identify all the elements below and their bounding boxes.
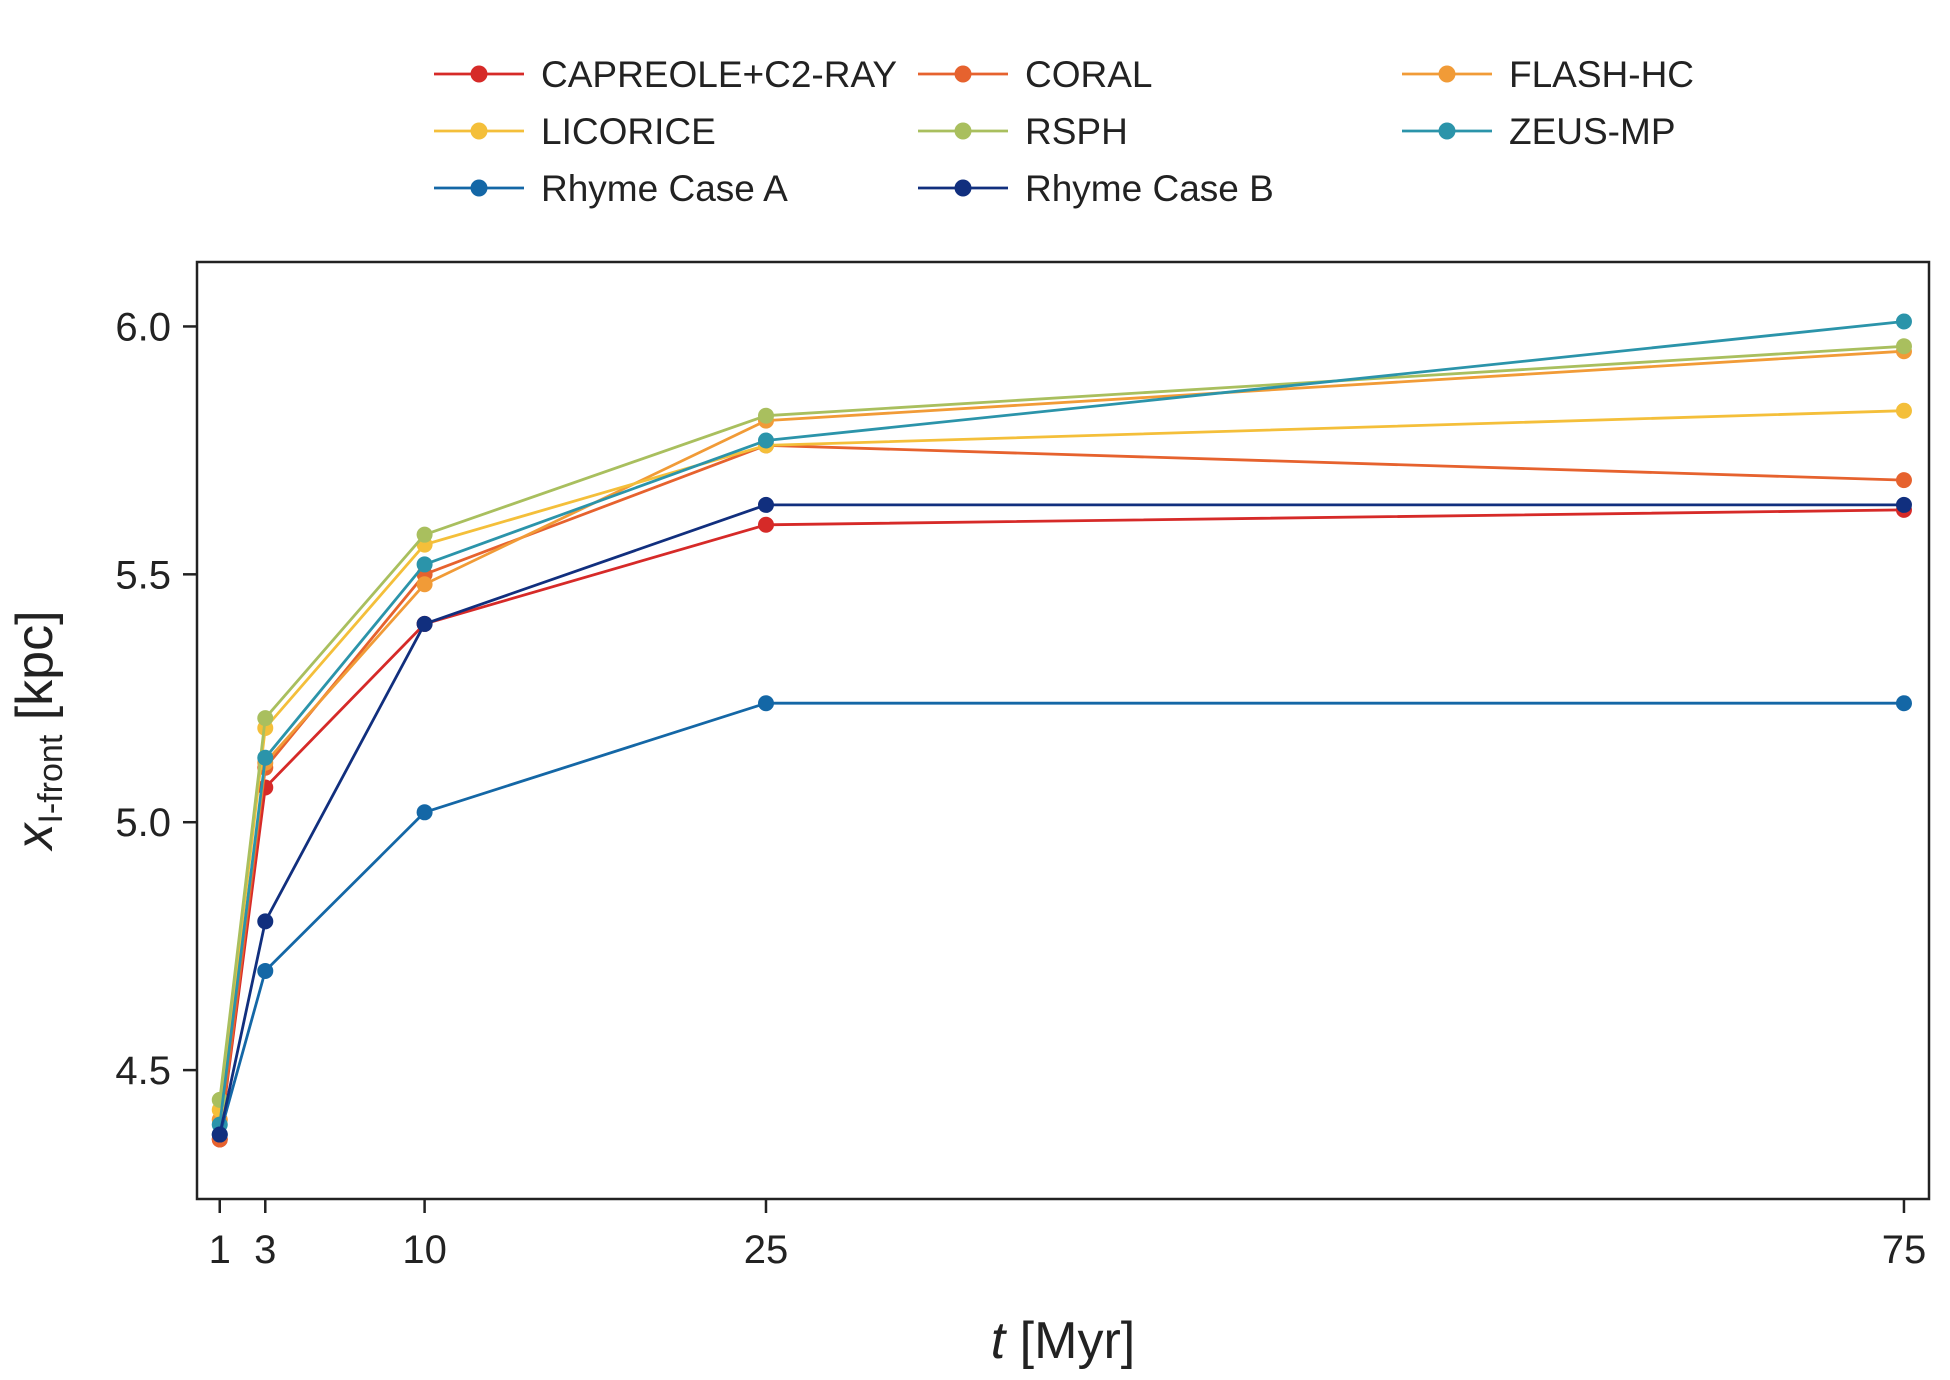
legend-marker [1438,65,1456,83]
legend-item: Rhyme Case A [434,168,788,209]
x-tick-label: 3 [254,1228,276,1272]
series-line [218,349,1905,1120]
data-point [257,749,274,766]
legend-item: ZEUS-MP [1402,111,1676,152]
y-tick-label: 5.0 [115,801,171,845]
legend-label: CAPREOLE+C2-RAY [541,54,897,95]
data-point [1895,695,1912,712]
legend-item: FLASH-HC [1402,54,1694,95]
data-point [757,432,774,449]
legend-marker [470,122,488,140]
x-axis-title: t [Myr] [991,1312,1135,1370]
series-line [218,443,1905,1140]
data-point [757,407,774,424]
x-axis: 1 3 10 25 75 [209,1199,1927,1272]
series-coral [211,437,1912,1148]
legend-item: CAPREOLE+C2-RAY [434,54,897,95]
legend-item: LICORICE [434,111,716,152]
legend-marker [470,179,488,197]
x-tick-label: 25 [744,1228,789,1272]
x-tick-label: 75 [1882,1228,1927,1272]
data-point [416,576,433,593]
series-flash-hc [211,343,1912,1128]
legend-label: RSPH [1025,111,1128,152]
series-layer [211,313,1912,1148]
legend-label: Rhyme Case B [1025,168,1274,209]
plot-frame [195,260,1931,1201]
y-axis-title: xI-front [kpc] [6,610,70,852]
series-rhyme-case-a [211,695,1912,1143]
data-point [416,615,433,632]
legend-marker [954,179,972,197]
series-licorice [211,402,1912,1118]
y-tick-label: 5.5 [115,553,171,597]
series-rhyme-case-b [211,496,1912,1143]
legend-label: ZEUS-MP [1509,111,1676,152]
series-line [218,508,1905,1140]
legend-label: CORAL [1025,54,1152,95]
data-point [757,695,774,712]
legend-item: RSPH [918,111,1128,152]
data-point [1895,402,1912,419]
series-line [218,701,1904,1135]
series-line [218,320,1905,1125]
legend-item: CORAL [918,54,1152,95]
legend-label: LICORICE [541,111,716,152]
series-line [218,344,1905,1100]
legend-marker [470,65,488,83]
data-point [211,1126,228,1143]
legend-item: Rhyme Case B [918,168,1274,209]
data-point [257,962,274,979]
legend-marker [954,65,972,83]
legend-marker [954,122,972,140]
data-point [416,526,433,543]
y-tick-label: 6.0 [115,305,171,349]
legend-label: Rhyme Case A [541,168,788,209]
legend-label: FLASH-HC [1509,54,1694,95]
x-tick-label: 10 [402,1228,447,1272]
y-axis: 4.5 5.0 5.5 6.0 [115,305,197,1093]
legend-marker [1438,122,1456,140]
legend: CAPREOLE+C2-RAY CORAL FLASH-HC LICORICE RSPH… [434,54,1694,209]
data-point [757,496,774,513]
series-capreole-c2-ray [211,501,1912,1148]
data-point [257,710,274,727]
data-point [257,913,274,930]
data-point [1895,496,1912,513]
data-point [416,804,433,821]
data-point [1895,313,1912,330]
series-line [218,503,1904,1135]
data-point [757,516,774,533]
y-tick-label: 4.5 [115,1049,171,1093]
data-point [416,556,433,573]
series-line [218,409,1905,1110]
data-point [1895,338,1912,355]
x-tick-label: 1 [209,1228,231,1272]
data-point [1895,472,1912,489]
